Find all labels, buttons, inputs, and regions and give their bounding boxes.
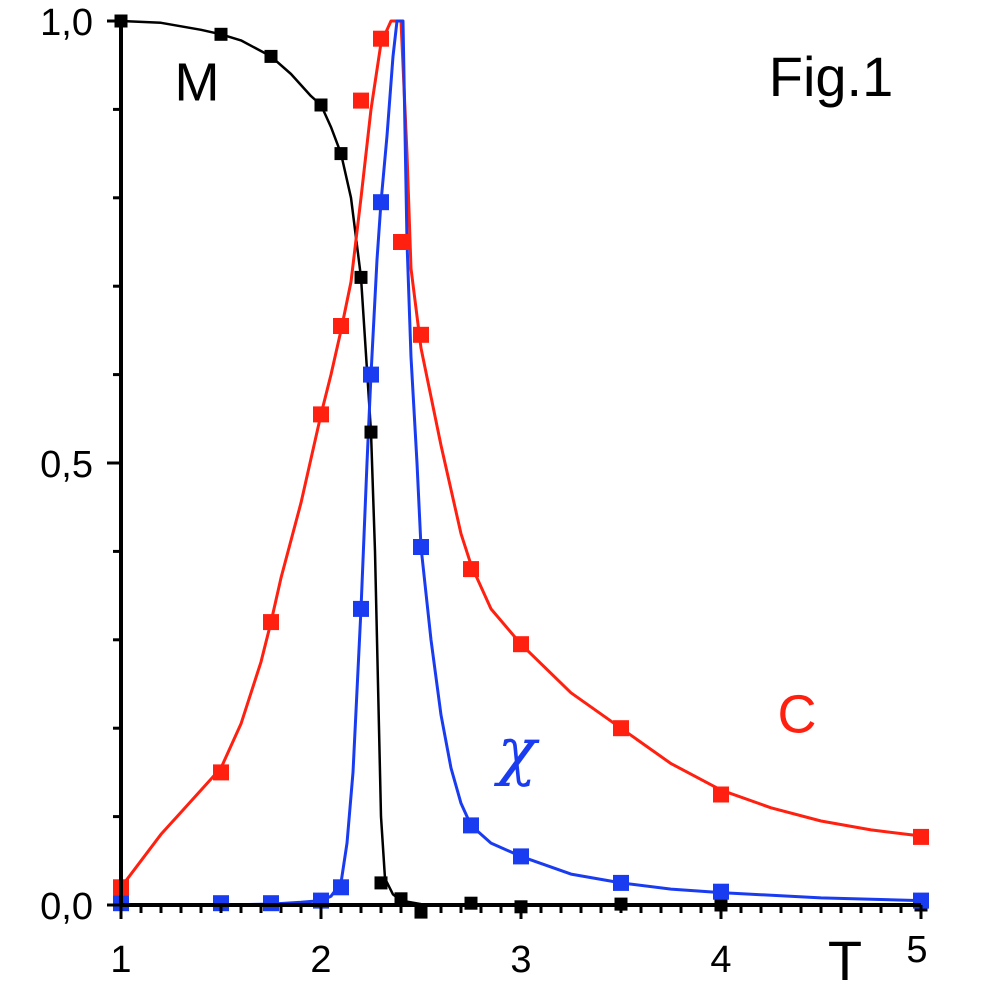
y-tick-label: 0,0	[40, 886, 93, 928]
series-label-chi: χ	[494, 714, 540, 788]
series-m-marker	[394, 892, 408, 906]
series-c-marker	[713, 786, 729, 803]
figure-title: Fig.1	[769, 45, 894, 108]
series-chi-marker	[713, 883, 729, 900]
series-m-marker	[264, 49, 278, 63]
x-tick-label: 4	[710, 939, 731, 981]
series-c-marker	[913, 828, 929, 845]
series-c-marker	[393, 234, 409, 250]
series-chi-marker	[463, 817, 479, 834]
series-chi-marker	[613, 874, 629, 891]
y-tick-label: 0,5	[40, 444, 93, 486]
series-c-marker	[313, 406, 329, 423]
series-m-marker	[334, 147, 348, 161]
series-chi-marker	[353, 600, 369, 617]
x-tick-label: 5	[906, 929, 927, 971]
series-c-marker	[413, 326, 429, 343]
axes-layer	[107, 19, 923, 919]
x-tick-label: 2	[310, 939, 331, 981]
series-c-marker	[463, 561, 479, 578]
series-m-marker	[354, 270, 368, 284]
series-c-marker	[213, 764, 229, 781]
series-c-marker	[613, 720, 629, 737]
series-c-marker	[333, 318, 349, 334]
series-label-m: M	[175, 53, 220, 113]
series-chi-marker	[333, 879, 349, 896]
x-axis-label: T	[828, 929, 862, 985]
series-m-marker	[214, 27, 228, 41]
y-tick-label: 1,0	[40, 2, 93, 44]
series-c-marker	[373, 30, 389, 47]
series-chi-marker	[373, 194, 389, 211]
series-m-marker	[374, 876, 388, 890]
series-label-c: C	[778, 685, 817, 745]
series-chi-marker	[413, 539, 429, 555]
series-chi-marker	[513, 848, 529, 865]
labels-layer: 1 2 3 4 5 0,0 0,5 1,0 T M Fig.1 Cχ	[40, 2, 927, 985]
x-tick-label: 3	[510, 939, 531, 981]
series-c-marker	[353, 92, 369, 109]
series-m-marker	[364, 425, 378, 439]
x-tick-label: 1	[110, 939, 131, 981]
series-chi-marker	[363, 366, 379, 383]
series-c-marker	[263, 614, 279, 631]
series-m-marker	[314, 98, 328, 112]
markers-layer	[113, 14, 929, 919]
series-c-marker	[513, 636, 529, 653]
